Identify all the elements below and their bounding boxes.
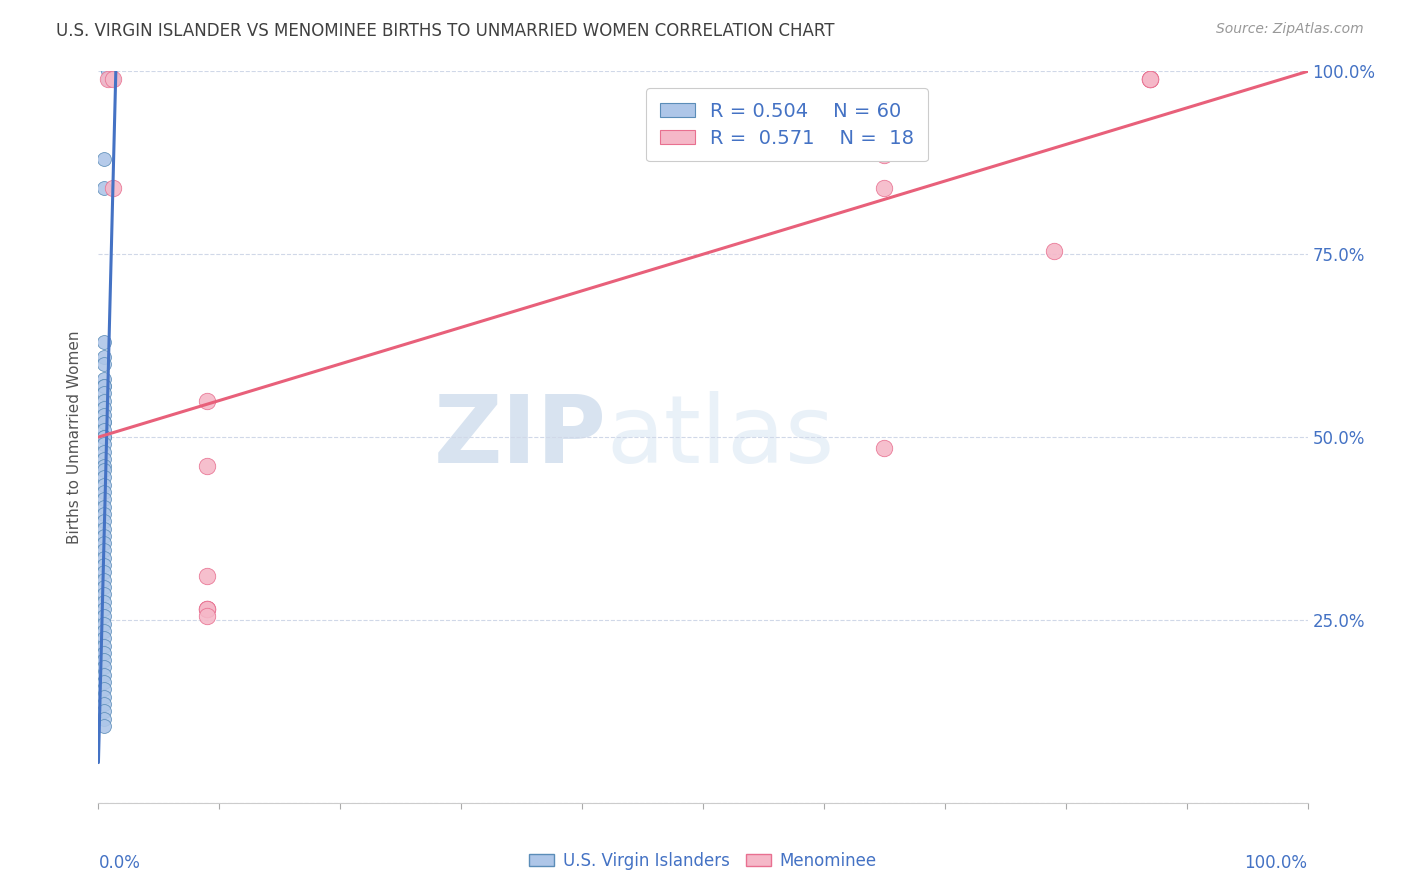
Legend: U.S. Virgin Islanders, Menominee: U.S. Virgin Islanders, Menominee	[523, 845, 883, 877]
Point	[93, 444, 115, 458]
Point	[1042, 244, 1064, 258]
Point	[101, 181, 124, 195]
Y-axis label: Births to Unmarried Women: Births to Unmarried Women	[67, 330, 83, 544]
Point	[93, 485, 115, 500]
Point	[97, 64, 120, 78]
Point	[873, 181, 896, 195]
Point	[93, 521, 115, 535]
Point	[93, 712, 115, 726]
Point	[195, 569, 218, 583]
Point	[93, 690, 115, 704]
Point	[93, 350, 115, 364]
Point	[97, 71, 120, 86]
Point	[1139, 71, 1161, 86]
Point	[1139, 71, 1161, 86]
Text: 0.0%: 0.0%	[98, 854, 141, 872]
Text: U.S. VIRGIN ISLANDER VS MENOMINEE BIRTHS TO UNMARRIED WOMEN CORRELATION CHART: U.S. VIRGIN ISLANDER VS MENOMINEE BIRTHS…	[56, 22, 835, 40]
Point	[93, 386, 115, 401]
Point	[93, 452, 115, 467]
Point	[93, 152, 115, 166]
Point	[93, 660, 115, 674]
Point	[93, 463, 115, 477]
Point	[93, 437, 115, 451]
Point	[1139, 71, 1161, 86]
Text: ZIP: ZIP	[433, 391, 606, 483]
Point	[93, 667, 115, 681]
Point	[93, 624, 115, 638]
Legend: R = 0.504    N = 60, R =  0.571    N =  18: R = 0.504 N = 60, R = 0.571 N = 18	[647, 88, 928, 161]
Point	[93, 379, 115, 393]
Point	[93, 507, 115, 521]
Point	[93, 653, 115, 667]
Point	[93, 416, 115, 430]
Point	[93, 587, 115, 601]
Point	[93, 393, 115, 408]
Point	[93, 697, 115, 711]
Point	[195, 602, 218, 616]
Point	[93, 408, 115, 422]
Point	[93, 430, 115, 444]
Point	[93, 500, 115, 514]
Point	[93, 423, 115, 437]
Text: atlas: atlas	[606, 391, 835, 483]
Point	[93, 675, 115, 690]
Point	[93, 536, 115, 550]
Point	[93, 646, 115, 660]
Point	[93, 682, 115, 697]
Point	[93, 514, 115, 528]
Point	[93, 334, 115, 349]
Point	[93, 705, 115, 719]
Point	[93, 616, 115, 631]
Point	[93, 470, 115, 484]
Point	[93, 430, 115, 444]
Point	[93, 594, 115, 608]
Point	[93, 416, 115, 430]
Point	[93, 401, 115, 415]
Point	[93, 357, 115, 371]
Point	[873, 148, 896, 162]
Point	[93, 566, 115, 580]
Point	[195, 609, 218, 624]
Point	[93, 371, 115, 385]
Point	[93, 379, 115, 393]
Point	[93, 719, 115, 733]
Point	[1139, 71, 1161, 86]
Text: Source: ZipAtlas.com: Source: ZipAtlas.com	[1216, 22, 1364, 37]
Point	[93, 529, 115, 543]
Point	[195, 602, 218, 616]
Point	[101, 71, 124, 86]
Point	[93, 602, 115, 616]
Point	[101, 71, 124, 86]
Point	[93, 181, 115, 195]
Point	[97, 71, 120, 86]
Point	[93, 609, 115, 624]
Point	[195, 602, 218, 616]
Point	[195, 459, 218, 474]
Point	[873, 441, 896, 455]
Point	[93, 639, 115, 653]
Point	[93, 632, 115, 646]
Point	[93, 558, 115, 573]
Point	[93, 543, 115, 558]
Point	[93, 459, 115, 474]
Point	[93, 580, 115, 594]
Point	[195, 393, 218, 408]
Point	[93, 550, 115, 565]
Point	[93, 477, 115, 491]
Text: 100.0%: 100.0%	[1244, 854, 1308, 872]
Point	[93, 492, 115, 507]
Point	[93, 573, 115, 587]
